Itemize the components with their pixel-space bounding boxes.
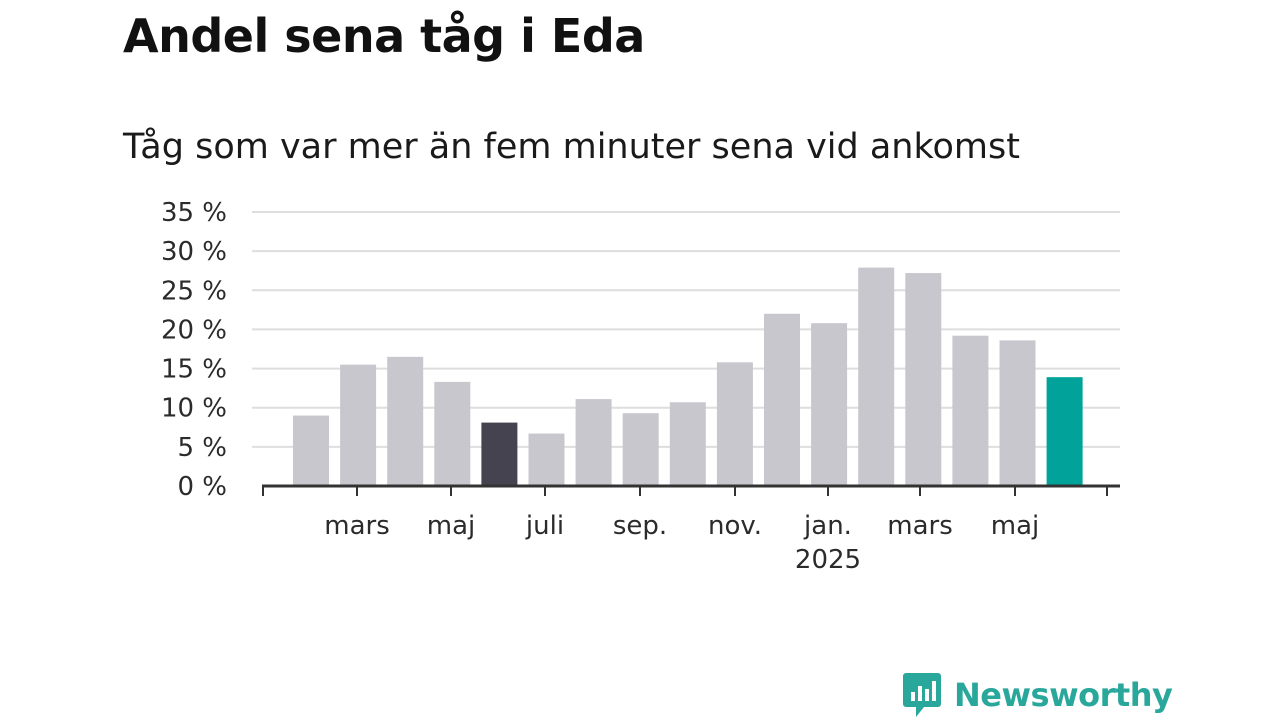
y-tick-label: 20 %	[161, 315, 227, 345]
bar-2025-06	[1046, 377, 1083, 486]
bar-2024-03	[340, 364, 377, 486]
bar-2024-10	[669, 402, 706, 486]
bar-2024-07	[528, 433, 565, 486]
bar-2024-05	[434, 381, 471, 486]
y-tick-label: 15 %	[161, 355, 227, 385]
x-tick-year-label: 2025	[795, 545, 861, 575]
bar-2024-12	[764, 313, 800, 486]
bar-2025-03	[905, 273, 942, 486]
x-tick-label: mars	[324, 511, 390, 541]
y-tick-label: 30 %	[161, 237, 227, 267]
chart-title: Andel sena tåg i Eda	[123, 9, 645, 63]
x-tick-label: maj	[991, 511, 1039, 541]
y-tick-label: 25 %	[161, 276, 227, 306]
y-tick-label: 10 %	[161, 394, 227, 424]
bars	[293, 267, 1083, 486]
bar-2024-11	[716, 362, 753, 486]
bar-2024-06	[481, 422, 518, 486]
x-tick-label: juli	[525, 511, 564, 541]
y-tick-label: 35 %	[161, 198, 227, 228]
x-tick-label: sep.	[613, 511, 667, 541]
newsworthy-logo-icon	[903, 673, 941, 717]
bar-2025-04	[952, 335, 989, 486]
bar-2024-04	[387, 356, 424, 486]
bar-chart: 0 % 5 % 10 % 15 % 20 % 25 % 30 % 35 % mars maj ju…	[161, 198, 1120, 575]
x-axis	[262, 484, 1120, 496]
x-tick-label: mars	[887, 511, 953, 541]
bar-2025-01	[811, 323, 848, 486]
bar-2025-05	[999, 340, 1036, 486]
brand-name: Newsworthy	[954, 676, 1173, 714]
chart-subtitle: Tåg som var mer än fem minuter sena vid …	[123, 127, 1020, 167]
y-tick-label: 5 %	[177, 433, 227, 463]
newsworthy-logo: Newsworthy	[902, 671, 1173, 719]
y-axis-ticks: 0 % 5 % 10 % 15 % 20 % 25 % 30 % 35 %	[161, 198, 227, 502]
bar-2024-09	[622, 413, 659, 486]
bar-2024-08	[575, 399, 612, 486]
x-axis-ticks: mars maj juli sep. nov. jan. 2025 mars maj	[324, 511, 1039, 575]
bar-2025-02	[858, 267, 895, 486]
y-tick-label: 0 %	[177, 472, 227, 502]
x-tick-label: nov.	[708, 511, 762, 541]
x-tick-label: jan.	[803, 511, 852, 541]
x-tick-label: maj	[427, 511, 475, 541]
bar-2024-02	[293, 415, 329, 486]
